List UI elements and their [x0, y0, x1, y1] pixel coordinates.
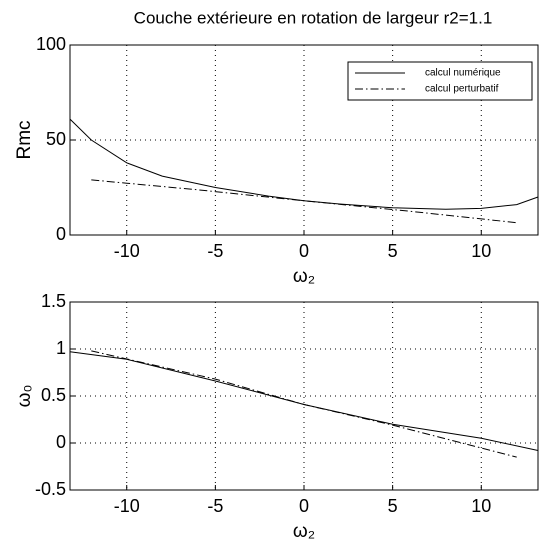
x-tick-label: 0 — [299, 241, 309, 261]
x-tick-label: 5 — [388, 496, 398, 516]
legend-label: calcul perturbatif — [425, 84, 499, 95]
axes-frame — [69, 44, 539, 236]
x-tick-label: 10 — [471, 241, 491, 261]
legend-box — [347, 61, 533, 101]
y-tick-label: 0 — [56, 432, 66, 452]
y-tick-label: 50 — [46, 129, 66, 149]
data-line — [91, 179, 517, 224]
y-axis-label: Rmc — [14, 120, 35, 159]
x-axis-label: ω₂ — [293, 521, 315, 542]
chart-title: Couche extérieure en rotation de largeur… — [134, 8, 493, 27]
data-line — [91, 350, 517, 458]
x-tick-label: -5 — [207, 496, 223, 516]
y-tick-label: -0.5 — [35, 479, 66, 499]
x-tick-label: -5 — [207, 241, 223, 261]
legend-label: calcul numérique — [425, 68, 501, 79]
y-tick-label: 100 — [36, 34, 66, 54]
x-tick-label: -10 — [114, 496, 140, 516]
y-tick-label: 0.5 — [41, 385, 66, 405]
x-tick-label: 10 — [471, 496, 491, 516]
y-tick-label: 1.5 — [41, 291, 66, 311]
axes-frame — [69, 301, 539, 491]
y-tick-label: 0 — [56, 224, 66, 244]
y-tick-label: 1 — [56, 338, 66, 358]
y-axis-label: ω₀ — [14, 385, 35, 408]
x-tick-label: 5 — [388, 241, 398, 261]
x-tick-label: 0 — [299, 496, 309, 516]
x-tick-label: -10 — [114, 241, 140, 261]
x-axis-label: ω₂ — [293, 266, 315, 287]
